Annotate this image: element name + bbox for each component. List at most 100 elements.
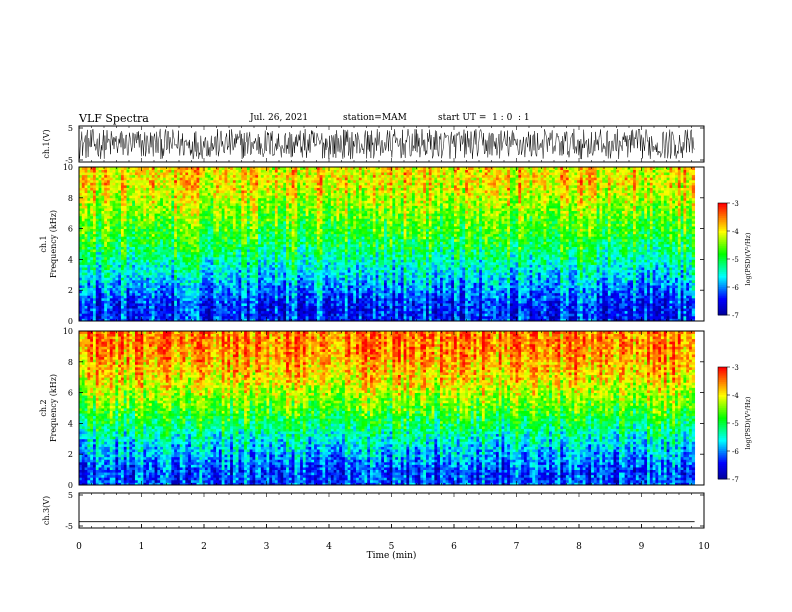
spectrogram-cell (244, 200, 248, 204)
spectrogram-cell (185, 233, 189, 237)
spectrogram-cell (207, 202, 211, 206)
spectrogram-cell (260, 256, 265, 260)
spectrogram-cell (249, 220, 253, 224)
spectrogram-cell (92, 195, 97, 199)
spectrogram-cell (210, 228, 214, 232)
spectrogram-cell (146, 290, 150, 294)
spectrogram-cell (84, 269, 88, 273)
spectrogram-cell (202, 236, 206, 240)
spectrogram-cell (165, 269, 169, 273)
spectrogram-cell (115, 169, 119, 173)
spectrogram-cell (302, 251, 307, 255)
spectrogram-cell (277, 184, 281, 188)
spectrogram-cell (272, 202, 276, 206)
spectrogram-cell (280, 300, 284, 304)
spectrogram-cell (207, 179, 211, 183)
spectrogram-cell (280, 287, 284, 291)
spectrogram-cell (120, 315, 125, 319)
spectrogram-cell (146, 272, 150, 276)
spectrogram-cell (185, 318, 189, 322)
spectrogram-cell (109, 249, 113, 253)
spectrogram-cell (221, 231, 225, 235)
spectrogram-cell (87, 290, 91, 294)
spectrogram-cell (115, 236, 119, 240)
spectrogram-cell (235, 177, 239, 181)
spectrogram-cell (168, 205, 172, 209)
spectrogram-cell (193, 246, 197, 250)
spectrogram-cell (162, 223, 167, 227)
spectrogram-cell (272, 256, 276, 260)
spectrogram-cell (244, 246, 248, 250)
spectrogram-cell (297, 179, 301, 183)
spectrogram-cell (255, 308, 259, 312)
spectrogram-cell (157, 195, 161, 199)
spectrogram-cell (249, 279, 253, 283)
spectrogram-cell (79, 269, 83, 273)
spectrogram-cell (154, 182, 158, 186)
spectrogram-cell (283, 287, 287, 291)
spectrogram-cell (213, 208, 217, 212)
spectrogram-cell (255, 184, 259, 188)
spectrogram-cell (210, 187, 214, 191)
spectrogram-cell (109, 233, 113, 237)
spectrogram-cell (92, 300, 97, 304)
spectrogram-cell (224, 267, 228, 271)
spectrogram-cell (213, 197, 217, 201)
spectrogram-cell (263, 277, 267, 281)
spectrogram-cell (123, 197, 127, 201)
spectrogram-cell (168, 279, 172, 283)
spectrogram-cell (202, 192, 206, 196)
spectrogram-cell (118, 210, 122, 214)
spectrogram-cell (255, 287, 259, 291)
spectrogram-cell (126, 205, 130, 209)
spectrogram-cell (174, 274, 178, 278)
spectrogram-cell (171, 218, 175, 222)
spectrogram-cell (196, 246, 200, 250)
spectrogram-cell (196, 187, 200, 191)
spectrogram-cell (129, 303, 133, 306)
spectrogram-cell (280, 256, 284, 260)
spectrogram-cell (168, 313, 172, 317)
spectrogram-cell (168, 223, 172, 227)
spectrogram-cell (81, 220, 85, 224)
spectrogram-cell (277, 254, 281, 258)
spectrogram-cell (196, 215, 200, 219)
spectrogram-cell (106, 313, 111, 317)
spectrogram-cell (188, 261, 192, 265)
spectrogram-cell (87, 197, 91, 201)
spectrogram-cell (129, 249, 133, 253)
spectrogram-cell (140, 264, 144, 268)
spectrogram-cell (123, 300, 127, 304)
spectrogram-cell (98, 290, 102, 294)
spectrogram-cell (92, 272, 97, 276)
spectrogram-cell (258, 169, 262, 173)
spectrogram-cell (230, 223, 234, 227)
spectrogram-cell (260, 184, 265, 188)
spectrogram-cell (202, 215, 206, 219)
spectrogram-cell (196, 315, 200, 319)
spectrogram-cell (154, 236, 158, 240)
spectrogram-cell (79, 197, 83, 201)
spectrogram-cell (90, 272, 94, 276)
spectrogram-cell (263, 279, 267, 283)
spectrogram-cell (221, 202, 225, 206)
spectrogram-cell (182, 236, 186, 240)
spectrogram-cell (168, 282, 172, 286)
spectrogram-cell (179, 167, 183, 170)
spectrogram-cell (291, 303, 295, 306)
spectrogram-cell (179, 246, 183, 250)
spectrogram-cell (168, 182, 172, 186)
spectrogram-cell (151, 315, 155, 319)
spectrogram-cell (104, 303, 108, 306)
spectrogram-cell (171, 202, 175, 206)
spectrogram-cell (241, 218, 245, 222)
spectrogram-cell (157, 208, 161, 212)
spectrogram-cell (109, 215, 113, 219)
spectrogram-cell (221, 308, 225, 312)
spectrogram-cell (162, 315, 167, 319)
spectrogram-cell (263, 233, 267, 237)
spectrogram-cell (283, 177, 287, 181)
spectrogram-cell (218, 223, 223, 227)
spectrogram-cell (95, 295, 99, 299)
spectrogram-cell (232, 218, 237, 222)
